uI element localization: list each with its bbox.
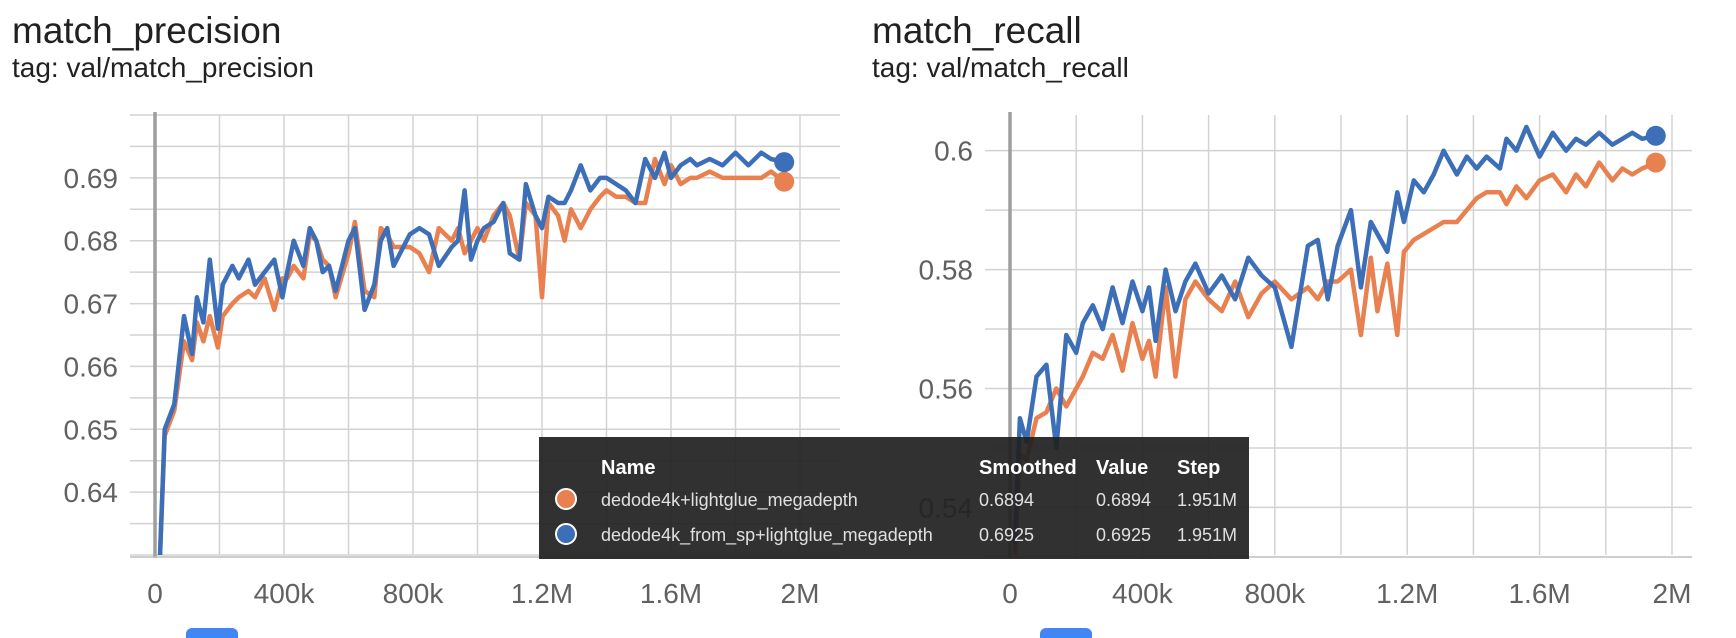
tooltip-smoothed: 0.6925: [979, 525, 1035, 545]
card-tag: tag: val/match_recall: [872, 52, 1129, 83]
y-tick-label: 0.65: [64, 414, 119, 445]
tooltip-step: 1.951M: [1177, 490, 1238, 510]
x-tick-label: 2M: [1653, 578, 1692, 609]
series-line[interactable]: [1012, 124, 1659, 546]
x-tick-label: 2M: [781, 578, 820, 609]
card-tag: tag: val/match_precision: [12, 52, 314, 83]
tooltip-run-name: dedode4k+lightglue_megadepth: [601, 490, 858, 510]
card-title: match_recall: [872, 10, 1082, 51]
series-end-marker[interactable]: [774, 152, 795, 173]
expand-button[interactable]: [186, 628, 238, 638]
card-title: match_precision: [12, 10, 282, 51]
y-tick-label: 0.66: [64, 351, 119, 382]
y-tick-label: 0.68: [64, 226, 119, 257]
hover-tooltip: Name Smoothed Value Step dedode4k+lightg…: [539, 437, 1249, 559]
y-tick-label: 0.6: [934, 136, 973, 167]
tooltip-step: 1.951M: [1177, 525, 1238, 545]
tooltip-header-value: Value: [1096, 457, 1149, 479]
x-tick-label: 1.6M: [640, 578, 702, 609]
expand-button[interactable]: [1040, 628, 1092, 638]
y-tick-label: 0.64: [64, 477, 119, 508]
tooltip-header-name: Name: [601, 457, 656, 479]
tooltip-run-name: dedode4k_from_sp+lightglue_megadepth: [601, 525, 933, 545]
y-tick-label: 0.67: [64, 289, 119, 320]
tooltip-header-smoothed: Smoothed: [979, 457, 1077, 479]
series-end-marker[interactable]: [1645, 152, 1666, 173]
x-tick-label: 400k: [254, 578, 316, 609]
series-color-swatch: [555, 523, 577, 545]
x-tick-label: 1.2M: [1376, 578, 1438, 609]
series-end-marker[interactable]: [774, 171, 795, 192]
x-tick-label: 800k: [383, 578, 445, 609]
tooltip-header-step: Step: [1177, 457, 1221, 479]
y-tick-label: 0.58: [919, 255, 974, 286]
y-tick-label: 0.56: [919, 374, 974, 405]
tooltip-value: 0.6894: [1096, 490, 1152, 510]
x-tick-label: 0: [1002, 578, 1018, 609]
y-tick-label: 0.69: [64, 163, 119, 194]
x-tick-label: 800k: [1244, 578, 1306, 609]
card-match-precision: match_precision tag: val/match_precision…: [0, 0, 860, 638]
tooltip-smoothed: 0.6894: [979, 490, 1035, 510]
x-tick-label: 400k: [1112, 578, 1174, 609]
x-tick-label: 1.6M: [1508, 578, 1570, 609]
tooltip-value: 0.6925: [1096, 525, 1152, 545]
series-color-swatch: [555, 488, 577, 510]
x-tick-label: 0: [147, 578, 163, 609]
x-tick-label: 1.2M: [511, 578, 573, 609]
series-line[interactable]: [157, 150, 787, 562]
series-end-marker[interactable]: [1645, 125, 1666, 146]
